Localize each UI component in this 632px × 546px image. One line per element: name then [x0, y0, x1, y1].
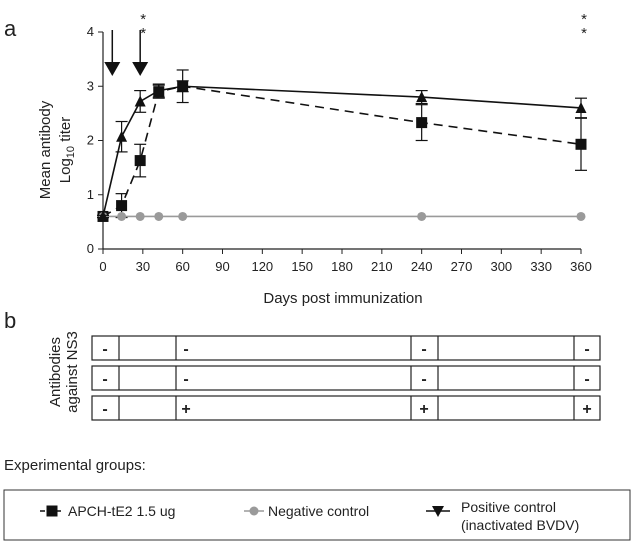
legend-negative-control-point [249, 506, 259, 516]
ns3-result-cell: - [584, 341, 589, 358]
x-tick-label: 90 [215, 259, 229, 274]
x-tick-label: 120 [251, 259, 273, 274]
negative-control-point [417, 211, 427, 221]
ns3-result-cell: + [181, 401, 190, 418]
x-tick-label: 240 [411, 259, 433, 274]
apch-te2-point [416, 117, 428, 129]
negative-control-point [117, 211, 127, 221]
y-tick-label: 1 [87, 187, 94, 202]
ns3-row-box [91, 365, 601, 391]
significance-star: * [581, 25, 587, 42]
panel-b-ylabel-line1: Antibodies [47, 337, 64, 407]
positive-control-point [177, 80, 189, 92]
x-axis-label: Days post immunization [263, 290, 422, 307]
negative-control-point [135, 211, 145, 221]
positive-control-point [416, 91, 428, 103]
ns3-result-cell: + [419, 401, 428, 418]
positive-control-line [102, 85, 582, 217]
x-tick-label: 150 [291, 259, 313, 274]
negative-control-point [576, 211, 586, 221]
x-tick-label: 0 [99, 259, 106, 274]
positive-control-point [153, 84, 165, 96]
legend-negative-control-label: Negative control [268, 503, 369, 519]
y-axis-label-line1: Mean antibody [37, 100, 54, 199]
positive-control-point [116, 130, 128, 142]
plot-area: **** [97, 11, 587, 222]
y-tick-label: 3 [87, 78, 94, 93]
x-tick-label: 210 [371, 259, 393, 274]
ns3-result-cell: - [421, 341, 426, 358]
x-tick-label: 360 [570, 259, 592, 274]
legend-positive-control-label2: (inactivated BVDV) [461, 517, 579, 533]
apch-te2-point [116, 200, 128, 212]
significance-star: * [581, 11, 587, 28]
x-tick-label: 60 [175, 259, 189, 274]
y-tick-label: 2 [87, 133, 94, 148]
x-tick-label: 30 [136, 259, 150, 274]
panel-a-label: a [4, 16, 17, 41]
x-tick-label: 180 [331, 259, 353, 274]
x-tick-label: 300 [490, 259, 512, 274]
y-axis-label-line2: Log10 titer [57, 117, 77, 183]
ns3-result-cell: + [582, 401, 591, 418]
legend-apch-te2-point [46, 505, 58, 517]
ns3-result-cell: - [183, 341, 188, 358]
negative-control-point [178, 211, 188, 221]
positive-control-point [134, 95, 146, 107]
legend-apch-te2-label: APCH-tE2 1.5 ug [68, 503, 175, 519]
ns3-row-box [91, 335, 601, 361]
panel-b-ylabel: Antibodies against NS3 [47, 331, 81, 413]
ns3-result-cell: - [183, 371, 188, 388]
significance-star: * [140, 25, 146, 42]
ns3-result-cell: - [102, 371, 107, 388]
ns3-result-cell: - [421, 371, 426, 388]
legend-positive-control-point [432, 506, 444, 517]
y-tick-label: 4 [87, 24, 94, 39]
axes: 0 30 60 90 120 150 180 210 240 270 300 330 360 0 1 2 3 4 [87, 24, 592, 274]
legend: APCH-tE2 1.5 ug Negative control Positive … [40, 499, 579, 533]
panel-b-label: b [4, 308, 16, 333]
apch-te2-point [575, 138, 587, 150]
legend-title: Experimental groups: [4, 457, 146, 474]
positive-control-point [97, 210, 109, 222]
y-tick-label: 0 [87, 241, 94, 256]
immunization-arrow-head [132, 62, 149, 76]
ns3-result-cell: - [102, 341, 107, 358]
x-tick-label: 270 [451, 259, 473, 274]
x-tick-label: 330 [530, 259, 552, 274]
y-axis-label: Mean antibody Log10 titer [37, 100, 77, 199]
panel-b-ylabel-line2: against NS3 [64, 331, 81, 413]
legend-box [3, 489, 631, 541]
legend-positive-control-label: Positive control [461, 499, 556, 515]
apch-te2-line [102, 85, 582, 218]
ns3-result-cell: - [102, 401, 107, 418]
ns3-result-cell: - [584, 371, 589, 388]
negative-control-point [154, 211, 164, 221]
significance-star: * [140, 11, 146, 28]
positive-control-point [575, 101, 587, 113]
apch-te2-point [134, 155, 146, 167]
immunization-arrow-head [104, 62, 121, 76]
ns3-row-box [91, 395, 601, 421]
ns3-antibody-table: - - - - - - - - - + + + [91, 335, 601, 421]
